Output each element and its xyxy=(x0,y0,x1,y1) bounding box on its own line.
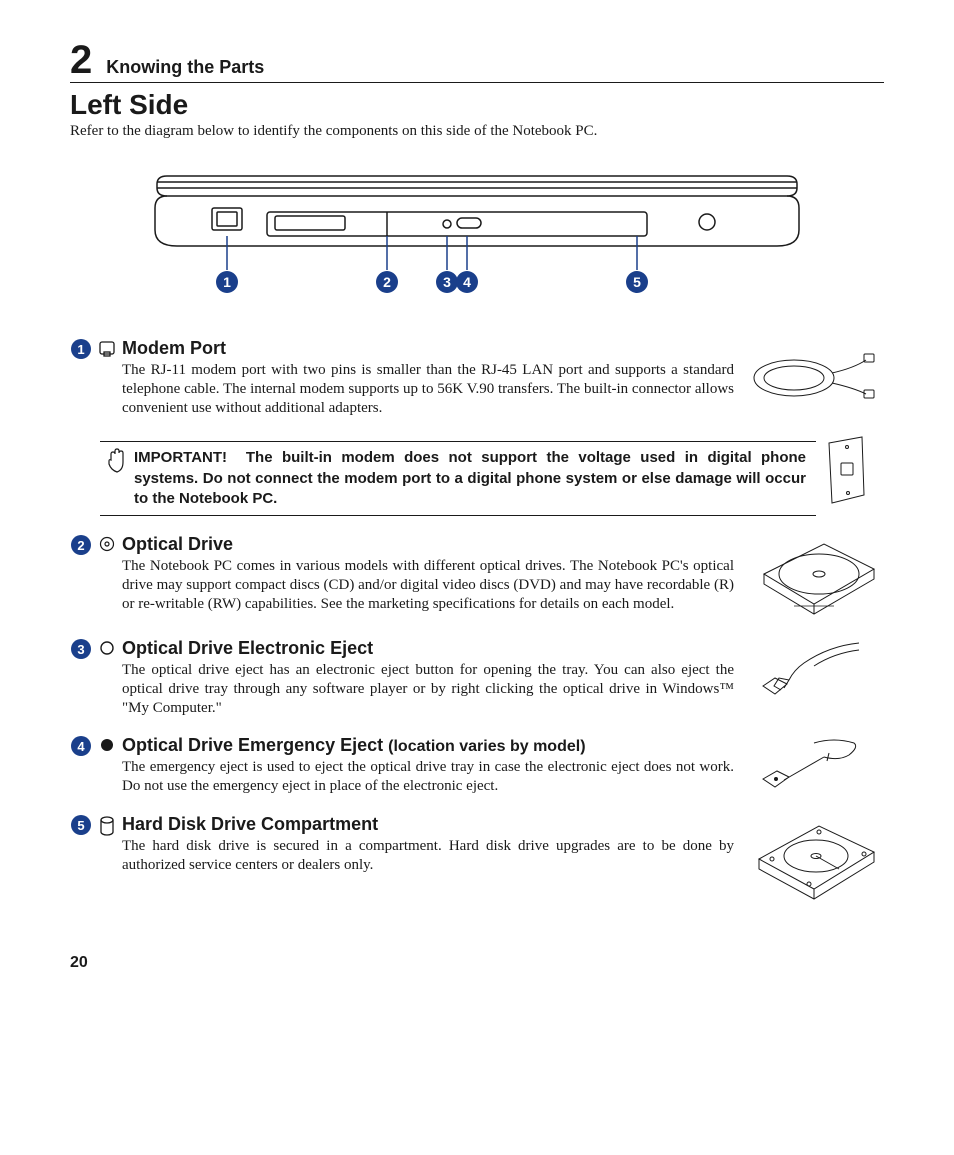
item-optical-drive: 2 Optical Drive The Notebook PC comes in… xyxy=(70,534,884,634)
badge-5-icon: 5 xyxy=(70,814,92,836)
badge-1-icon: 1 xyxy=(70,338,92,360)
item-body: The hard disk drive is secured in a comp… xyxy=(122,837,734,875)
section-intro: Refer to the diagram below to identify t… xyxy=(70,123,884,140)
item-modem-port: 1 Modem Port The RJ-11 modem port with t… xyxy=(70,338,884,431)
svg-text:4: 4 xyxy=(77,739,85,754)
important-label: IMPORTANT! xyxy=(134,449,227,466)
section-title: Left Side xyxy=(70,89,884,121)
item-body: The Notebook PC comes in various models … xyxy=(122,557,734,613)
important-text: The built-in modem does not support the … xyxy=(134,449,806,507)
badge-4-icon: 4 xyxy=(70,735,92,757)
svg-text:3: 3 xyxy=(77,642,84,657)
hdd-illustration xyxy=(744,814,884,904)
chapter-number: 2 xyxy=(70,40,92,80)
item-title: Optical Drive Electronic Eject xyxy=(122,638,734,659)
wall-plate-illustration xyxy=(824,435,869,505)
item-title: Optical Drive xyxy=(122,534,734,555)
svg-text:5: 5 xyxy=(633,274,641,290)
svg-text:5: 5 xyxy=(77,818,84,833)
item-hdd-compartment: 5 Hard Disk Drive Compartment The hard d… xyxy=(70,814,884,904)
phone-cable-illustration xyxy=(744,338,884,408)
badge-3-icon: 3 xyxy=(70,638,92,660)
item-optical-eject: 3 Optical Drive Electronic Eject The opt… xyxy=(70,638,884,731)
chapter-header: 2 Knowing the Parts xyxy=(70,40,884,83)
item-body: The optical drive eject has an electroni… xyxy=(122,661,734,717)
hdd-icon xyxy=(99,816,115,836)
svg-text:4: 4 xyxy=(463,274,471,290)
circle-filled-icon xyxy=(99,737,115,753)
item-body: The RJ-11 modem port with two pins is sm… xyxy=(122,361,734,417)
svg-text:1: 1 xyxy=(77,342,84,357)
page-number: 20 xyxy=(70,954,884,972)
svg-text:2: 2 xyxy=(77,538,84,553)
circle-outline-icon xyxy=(99,640,115,656)
item-title: Modem Port xyxy=(122,338,734,359)
modem-port-icon xyxy=(98,340,116,358)
svg-text:1: 1 xyxy=(223,274,231,290)
item-subnote: (location varies by model) xyxy=(388,738,585,755)
important-note: IMPORTANT! The built-in modem does not s… xyxy=(100,441,816,516)
pin-eject-illustration xyxy=(759,735,869,790)
svg-text:2: 2 xyxy=(383,274,391,290)
badge-2-icon: 2 xyxy=(70,534,92,556)
stop-hand-icon xyxy=(106,448,128,474)
optical-drive-illustration xyxy=(744,534,884,634)
left-side-diagram: 1 2 34 5 xyxy=(147,158,807,308)
item-title: Optical Drive Emergency Eject (location … xyxy=(122,735,734,756)
svg-text:3: 3 xyxy=(443,274,451,290)
item-emergency-eject: 4 Optical Drive Emergency Eject (locatio… xyxy=(70,735,884,810)
disc-ring-icon xyxy=(99,536,115,552)
item-body: The emergency eject is used to eject the… xyxy=(122,758,734,796)
finger-press-illustration xyxy=(759,638,869,698)
item-title: Hard Disk Drive Compartment xyxy=(122,814,734,835)
chapter-title: Knowing the Parts xyxy=(106,57,264,78)
